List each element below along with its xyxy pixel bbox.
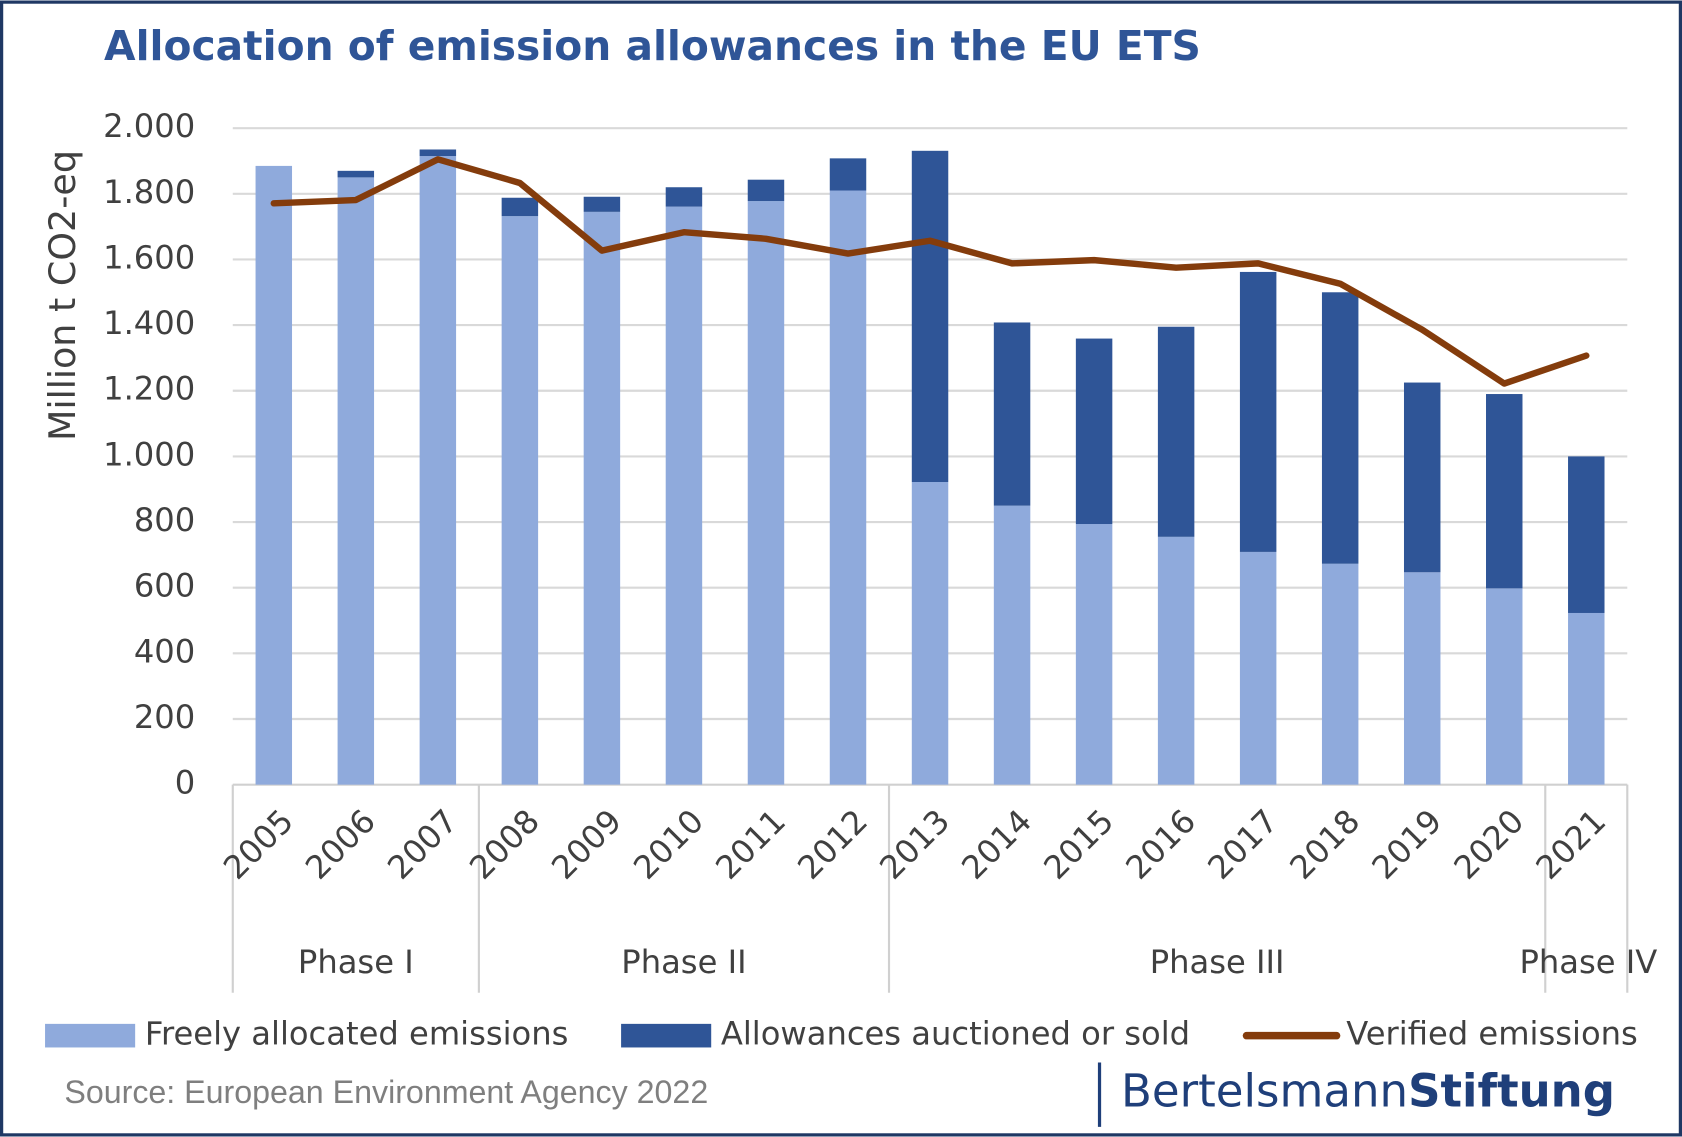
bar-segment (911, 150, 949, 483)
bar-segment (1157, 326, 1195, 537)
bar-segment (1486, 588, 1523, 785)
bar-segment (665, 187, 703, 207)
logo-regular: Bertelsmann (1121, 1065, 1408, 1118)
bar-segment (911, 482, 949, 785)
bar-segment (419, 149, 457, 157)
chart-title: Allocation of emission allowances in the… (104, 22, 1201, 70)
phase-label: Phase II (621, 943, 746, 981)
bar-segment (1321, 292, 1359, 564)
phase-label: Phase IV (1520, 943, 1658, 981)
logo-bold: Stiftung (1408, 1065, 1615, 1118)
bar-segment (1486, 394, 1523, 589)
y-tick-label: 1.000 (103, 435, 195, 473)
bar-segment (583, 211, 621, 785)
bar-segment (255, 165, 293, 785)
bar-segment (993, 322, 1031, 506)
bar-segment (665, 206, 703, 785)
bar-segment (747, 179, 785, 202)
y-axis-label: Million t CO2-eq (41, 150, 84, 441)
y-tick-label: 1.200 (103, 370, 195, 408)
y-tick-label: 200 (134, 698, 195, 736)
phase-label: Phase III (1150, 943, 1285, 981)
bar-segment (1239, 551, 1277, 785)
legend-label: Allowances auctioned or sold (721, 1015, 1190, 1053)
bar-segment (829, 158, 867, 191)
bar-segment (583, 196, 621, 212)
bar-segment (1568, 612, 1605, 785)
y-tick-label: 1.800 (103, 173, 195, 211)
bar-segment (337, 177, 375, 785)
bar-segment (501, 197, 539, 217)
logo: BertelsmannStiftung (1121, 1065, 1615, 1118)
y-tick-label: 2.000 (103, 107, 195, 145)
y-tick-label: 1.400 (103, 304, 195, 342)
y-tick-label: 600 (134, 567, 195, 605)
bar-segment (501, 216, 539, 785)
bar-segment (1321, 563, 1359, 785)
bar-segment (993, 505, 1031, 785)
y-tick-label: 0 (175, 764, 195, 802)
bar-segment (1403, 382, 1441, 573)
bar-segment (1075, 524, 1113, 785)
bar-segment (419, 156, 457, 785)
bar-segment (829, 190, 867, 785)
bar-segment (1075, 338, 1113, 525)
bar-segment (747, 201, 785, 785)
legend-label: Verified emissions (1346, 1015, 1638, 1053)
bar-segment (337, 170, 375, 178)
source: Source: European Environment Agency 2022 (64, 1074, 708, 1110)
y-tick-label: 800 (134, 501, 195, 539)
bar-segment (1568, 456, 1605, 613)
line-series (270, 156, 1590, 387)
legend-swatch (45, 1023, 136, 1048)
y-tick-label: 400 (134, 632, 195, 670)
y-tick-label: 1.600 (103, 238, 195, 276)
bar-segment (1157, 536, 1195, 785)
legend-label: Freely allocated emissions (145, 1015, 569, 1053)
bar-segment (1403, 572, 1441, 785)
phase-label: Phase I (298, 943, 414, 981)
bar-segment (1239, 271, 1277, 552)
legend-swatch (621, 1023, 712, 1048)
